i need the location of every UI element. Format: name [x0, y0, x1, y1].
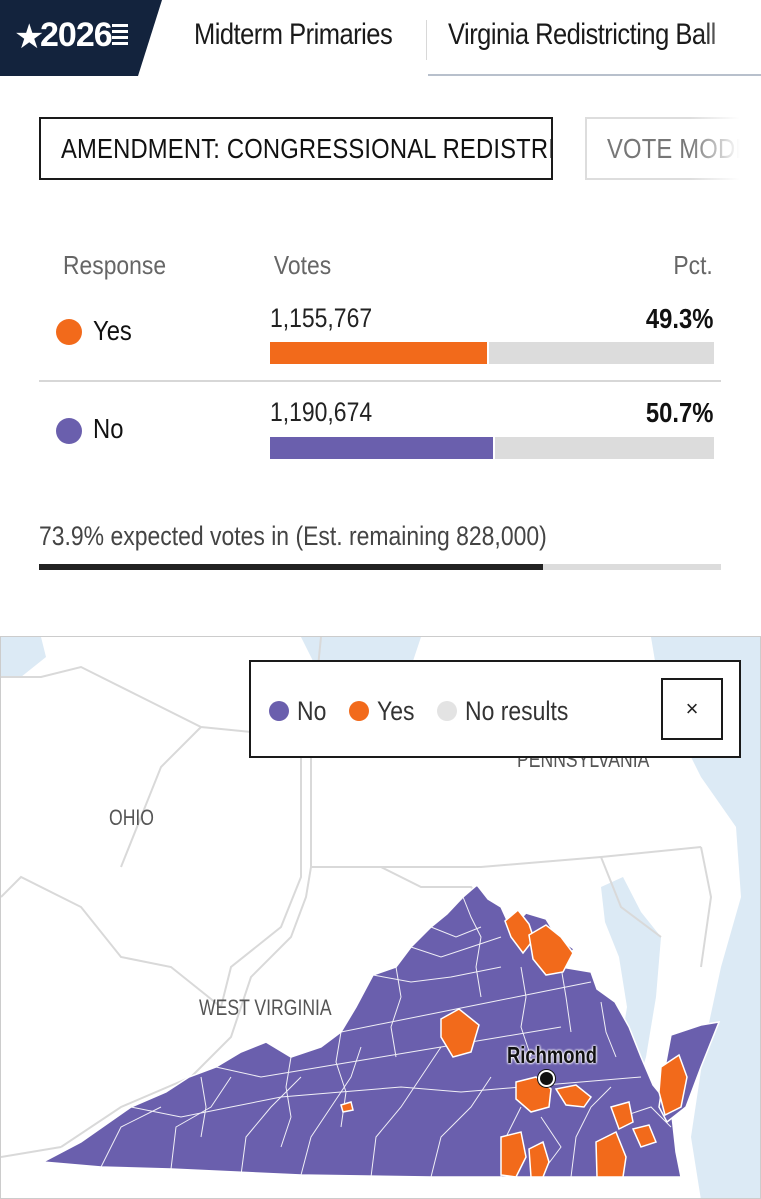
votes-yes: 1,155,767: [270, 303, 373, 333]
legend-dot-no-results: [437, 701, 457, 721]
expected-votes-text: 73.9% expected votes in (Est. remaining …: [39, 521, 547, 551]
no-color-dot: [56, 418, 82, 444]
legend-item-no: No: [269, 696, 332, 727]
yes-county-norfolk: [631, 1124, 657, 1148]
vote-bar-no: [270, 437, 496, 459]
yes-county-albemarle: [440, 1008, 480, 1058]
virginia-yes-counties: [340, 908, 688, 1178]
state-label-ohio: OHIO: [109, 805, 154, 830]
votes-no: 1,190,674: [270, 397, 373, 427]
legend-item-no-results: No results: [437, 696, 587, 727]
atlantic-water: [651, 637, 760, 1198]
election-2026-logo[interactable]: ★ 2026: [0, 0, 162, 76]
expected-votes-progress-fill: [39, 564, 543, 570]
yes-color-dot: [56, 319, 82, 345]
state-borders: [1, 637, 713, 1158]
state-label-west-virginia: WEST VIRGINIA: [199, 995, 332, 1020]
yes-city-small: [340, 1101, 354, 1113]
vote-bar-yes: [270, 342, 489, 364]
active-tab-underline: [428, 74, 761, 76]
yes-county-northampton: [658, 1053, 688, 1117]
flag-stripes-icon: [112, 24, 128, 50]
amendment-selector-button[interactable]: AMENDMENT: CONGRESSIONAL REDISTRICTING: [39, 117, 553, 180]
result-row-yes: Yes 1,155,767 49.3%: [39, 285, 721, 380]
tab-midterm-primaries[interactable]: Midterm Primaries: [194, 18, 393, 51]
amendment-selector-label: AMENDMENT: CONGRESSIONAL REDISTRICTING: [61, 132, 551, 164]
map-legend: No Yes No results ×: [249, 660, 741, 758]
yes-county-fairfax: [528, 924, 574, 976]
nav-fade: [701, 0, 761, 74]
pct-yes: 49.3%: [645, 303, 713, 334]
legend-item-yes: Yes: [349, 696, 421, 727]
header-pct: Pct.: [673, 250, 713, 280]
city-marker-richmond: [538, 1070, 555, 1087]
vote-bar-track-yes: [270, 342, 714, 364]
virginia-no-counties: [40, 883, 682, 1178]
header-response: Response: [63, 250, 167, 280]
yes-county-suffolk: [595, 1130, 627, 1178]
chesapeake-bay-water: [601, 877, 661, 1107]
lake-erie-water: [1, 637, 46, 677]
pct-no: 50.7%: [645, 397, 713, 428]
logo-background: [0, 0, 162, 76]
yes-county-southside-2: [528, 1140, 550, 1178]
yes-county-southside: [500, 1131, 527, 1178]
yes-county-newport-news: [610, 1101, 634, 1131]
close-icon: ×: [685, 696, 699, 721]
vote-bar-track-no: [270, 437, 714, 459]
legend-dot-no: [269, 701, 289, 721]
legend-dot-yes: [349, 701, 369, 721]
selector-fade: [690, 110, 761, 190]
logo-year: 2026: [40, 16, 113, 54]
result-row-no: No 1,190,674 50.7%: [39, 380, 721, 475]
response-label-no: No: [93, 413, 124, 444]
tab-virginia-redistricting[interactable]: Virginia Redistricting Ball: [448, 18, 716, 51]
top-nav: ★ 2026 Midterm Primaries Virginia Redist…: [0, 0, 761, 76]
nav-divider: [426, 20, 427, 60]
response-label-yes: Yes: [93, 315, 132, 346]
close-legend-button[interactable]: ×: [661, 678, 723, 740]
city-label-richmond: Richmond: [507, 1042, 597, 1068]
star-icon: ★: [14, 18, 45, 56]
yes-county-henrico: [554, 1084, 593, 1108]
results-map[interactable]: OHIO WEST VIRGINIA PENNSYLVANIA Richmond…: [0, 636, 761, 1199]
header-votes: Votes: [273, 250, 332, 280]
expected-votes-progress: [39, 564, 721, 570]
